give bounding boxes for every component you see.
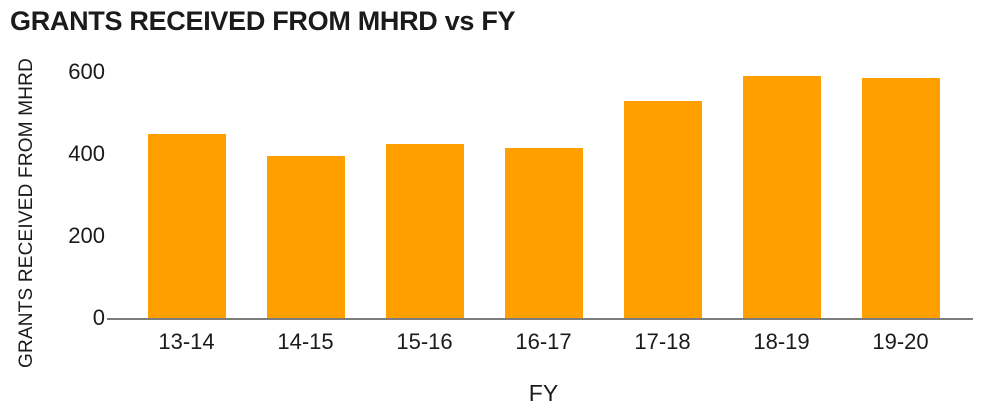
- x-tick-label-19-20: 19-20: [872, 329, 929, 354]
- y-tick-label-0: 0: [92, 305, 105, 330]
- x-tick-label-14-15: 14-15: [277, 329, 334, 354]
- x-tick-label-18-19: 18-19: [753, 329, 810, 354]
- bar-slot-14-15: [246, 72, 365, 318]
- bar-slot-13-14: [127, 72, 246, 318]
- bar-13-14: [147, 133, 226, 318]
- x-axis-line: [107, 318, 973, 320]
- y-axis-tick-labels: 0 200 400 600: [0, 59, 105, 330]
- bar-16-17: [504, 147, 583, 318]
- bar-slot-16-17: [484, 72, 603, 318]
- x-axis-tick-labels: 13-14 14-15 15-16 16-17 17-18 18-19 19-20: [127, 329, 960, 355]
- bar-slot-18-19: [722, 72, 841, 318]
- bar-17-18: [623, 100, 702, 318]
- y-tick-label-600: 600: [68, 59, 105, 84]
- x-tick-label-17-18: 17-18: [634, 329, 691, 354]
- bar-18-19: [742, 76, 821, 318]
- bar-slot-15-16: [365, 72, 484, 318]
- x-tick-label-13-14: 13-14: [158, 329, 215, 354]
- bar-19-20: [861, 78, 940, 318]
- bar-15-16: [385, 143, 464, 318]
- x-tick-label-15-16: 15-16: [396, 329, 453, 354]
- y-tick-label-200: 200: [68, 223, 105, 248]
- plot-area: [127, 72, 960, 318]
- chart-title: GRANTS RECEIVED FROM MHRD vs FY: [10, 6, 516, 36]
- x-axis-title: FY: [528, 380, 559, 406]
- x-tick-label-16-17: 16-17: [515, 329, 572, 354]
- y-tick-label-400: 400: [68, 141, 105, 166]
- bar-slot-17-18: [603, 72, 722, 318]
- bar-14-15: [266, 156, 345, 318]
- bar-slot-19-20: [841, 72, 960, 318]
